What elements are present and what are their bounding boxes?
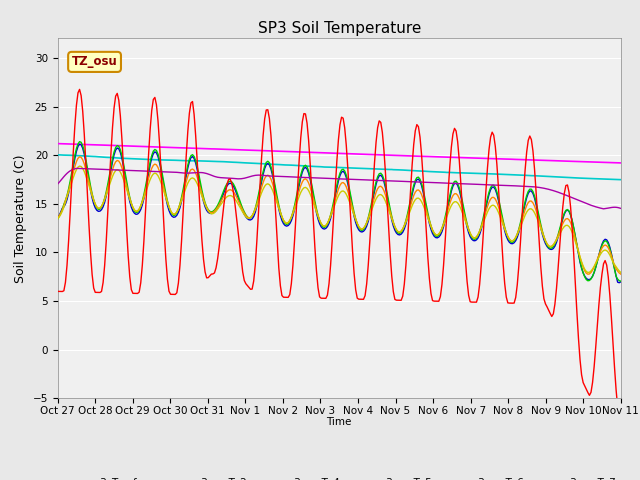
Y-axis label: Soil Temperature (C): Soil Temperature (C) xyxy=(14,154,27,283)
Legend: sp3_Tsurface, sp3_smT_1, sp3_smT_2, sp3_smT_3, sp3_smT_4, sp3_smT_5, sp3_smT_6, : sp3_Tsurface, sp3_smT_1, sp3_smT_2, sp3_… xyxy=(62,478,616,480)
Text: Time: Time xyxy=(326,417,352,427)
Title: SP3 Soil Temperature: SP3 Soil Temperature xyxy=(257,21,421,36)
Text: TZ_osu: TZ_osu xyxy=(72,55,117,68)
